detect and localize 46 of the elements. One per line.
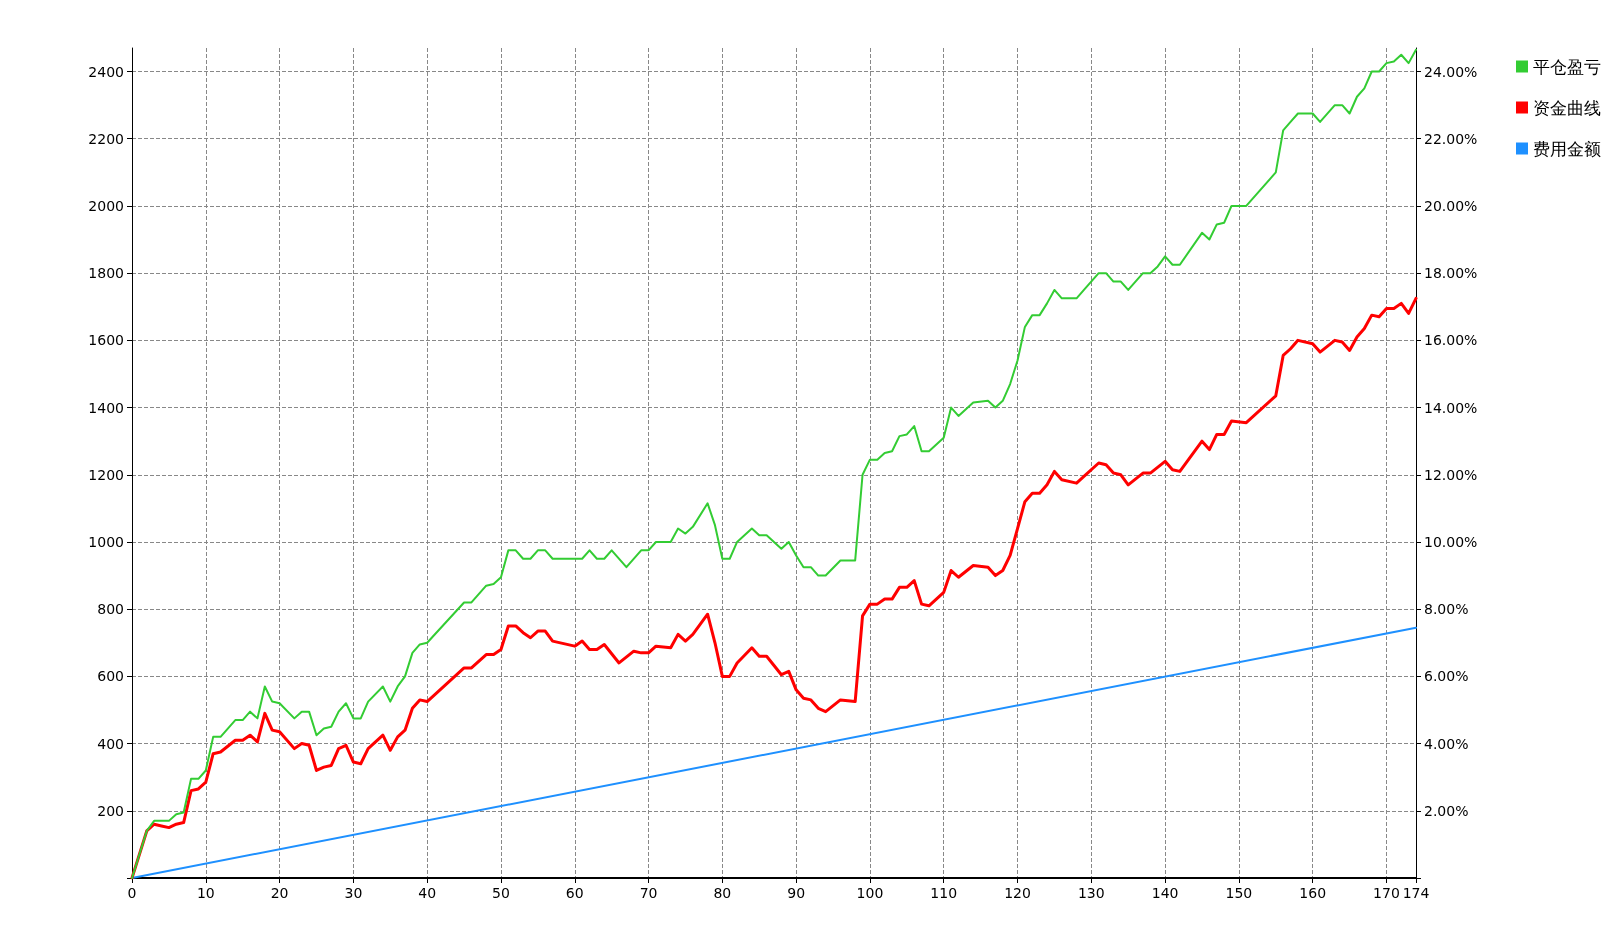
x-tick-label: 120	[1004, 885, 1031, 901]
y2-tick-label: 16.00%	[1424, 332, 1478, 349]
y-tick-label: 1800	[88, 265, 124, 282]
x-tick-label: 100	[856, 885, 884, 901]
y-tick-label: 600	[97, 668, 124, 685]
y-tick-label: 2000	[88, 197, 124, 214]
x-tick-label: 40	[418, 885, 437, 901]
x-tick-label: 50	[492, 885, 510, 901]
y2-tick-label: 4.00%	[1424, 735, 1469, 752]
y2-tick-label: 10.00%	[1424, 533, 1478, 550]
y-tick-label: 2200	[88, 130, 124, 147]
y2-tick-label: 22.00%	[1424, 130, 1478, 147]
x-tick-label: 30	[344, 885, 363, 901]
y2-tick-label: 8.00%	[1424, 601, 1469, 618]
x-tick-label: 60	[565, 885, 584, 901]
y-tick-label: 200	[97, 802, 124, 819]
y2-tick-label: 2.00%	[1424, 802, 1469, 819]
x-tick-label: 140	[1151, 885, 1179, 901]
x-tick-label: 110	[930, 885, 958, 901]
y2-tick-label: 6.00%	[1424, 668, 1469, 685]
x-tick-label: 130	[1077, 885, 1105, 901]
x-tick-label: 80	[713, 885, 732, 901]
x-tick-label: 174	[1402, 885, 1430, 901]
x-tick-label: 20	[270, 885, 289, 901]
x-tick-label: 90	[787, 885, 806, 901]
y2-tick-label: 12.00%	[1424, 466, 1478, 483]
x-tick-label: 160	[1299, 885, 1327, 901]
x-tick-label: 70	[639, 885, 658, 901]
y2-tick-label: 14.00%	[1424, 399, 1478, 416]
y-tick-label: 400	[97, 735, 124, 752]
y-tick-label: 1400	[88, 399, 124, 416]
legend-label: 资金曲线	[1533, 97, 1601, 118]
y-tick-label: 1200	[88, 466, 124, 483]
y-tick-label: 1000	[88, 533, 124, 550]
x-tick-label: 0	[127, 885, 137, 901]
y-tick-label: 2400	[88, 63, 124, 80]
legend-label: 平仓盈亏	[1533, 56, 1601, 77]
y2-tick-label: 24.00%	[1424, 63, 1478, 80]
y-tick-label: 800	[97, 601, 124, 618]
y-tick-label: 1600	[88, 332, 124, 349]
x-tick-label: 150	[1225, 885, 1253, 901]
x-tick-label: 170	[1373, 885, 1400, 901]
legend-label: 费用金额	[1533, 138, 1601, 159]
y2-tick-label: 20.00%	[1424, 197, 1478, 214]
y2-tick-label: 18.00%	[1424, 265, 1478, 282]
x-tick-label: 10	[196, 885, 215, 901]
